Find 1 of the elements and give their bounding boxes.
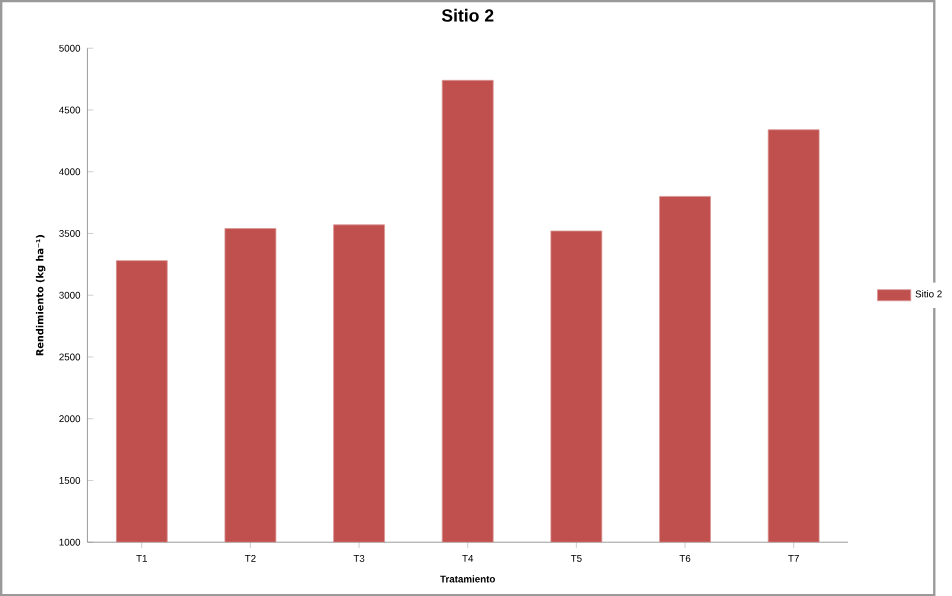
chart-title: Sitio 2 [441,8,494,22]
